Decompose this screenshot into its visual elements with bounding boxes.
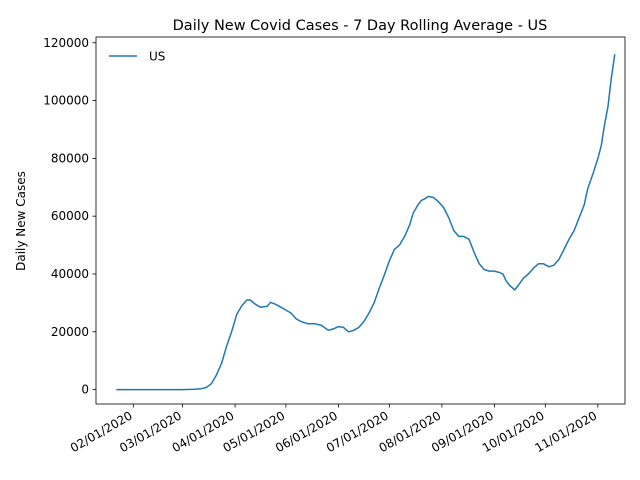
y-tick-label: 0 (81, 383, 89, 397)
chart-title: Daily New Covid Cases - 7 Day Rolling Av… (173, 18, 548, 34)
plot-frame (95, 36, 626, 405)
y-tick-label: 80000 (51, 151, 89, 165)
y-tick-label: 60000 (51, 209, 89, 223)
series-line-us (116, 54, 616, 391)
y-tick-label: 100000 (43, 94, 89, 108)
y-tick-label: 40000 (51, 267, 89, 281)
y-tick-label: 20000 (51, 325, 89, 339)
y-tick-label: 120000 (43, 36, 89, 50)
legend-label: US (149, 50, 165, 64)
y-axis-label: Daily New Cases (14, 171, 28, 271)
